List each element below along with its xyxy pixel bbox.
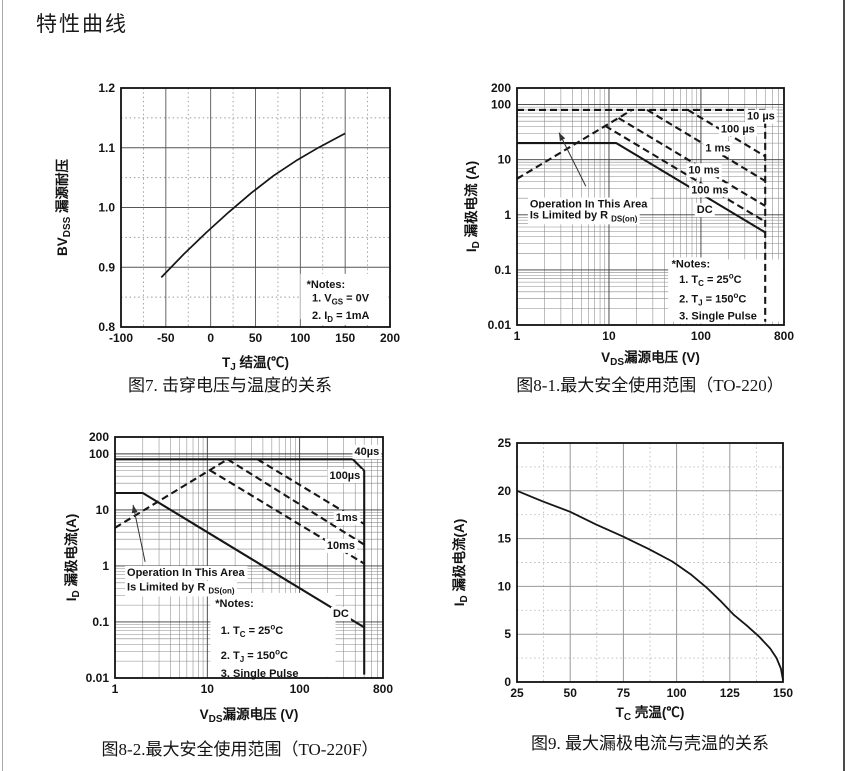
svg-text:Is Limited by R DS(on): Is Limited by R DS(on) <box>530 209 638 223</box>
svg-text:-50: -50 <box>157 331 175 345</box>
svg-text:1. TC = 25oC: 1. TC = 25oC <box>679 272 741 289</box>
svg-text:Operation In This Area: Operation In This Area <box>530 199 648 211</box>
svg-text:TJ 结温(℃): TJ 结温(℃) <box>222 354 289 373</box>
svg-text:*Notes:: *Notes: <box>672 258 711 270</box>
svg-text:-100: -100 <box>109 331 133 345</box>
svg-text:DC: DC <box>697 204 713 216</box>
svg-text:1ms: 1ms <box>336 512 358 524</box>
svg-text:*Notes:: *Notes: <box>215 598 254 610</box>
svg-text:100: 100 <box>491 98 511 112</box>
svg-text:100 ms: 100 ms <box>691 184 728 196</box>
svg-text:1 ms: 1 ms <box>705 142 730 154</box>
page-left-border <box>2 0 3 771</box>
svg-text:100 µs: 100 µs <box>721 123 755 135</box>
fig8-1-caption: 图8-1.最大安全使用范围（TO-220） <box>516 376 784 395</box>
svg-text:Operation In This Area: Operation In This Area <box>127 567 245 579</box>
svg-text:0.01: 0.01 <box>488 318 512 332</box>
svg-text:1: 1 <box>102 559 109 573</box>
svg-text:ID 漏极电流 (A): ID 漏极电流 (A) <box>463 161 482 252</box>
svg-text:100: 100 <box>290 682 310 696</box>
svg-text:40µs: 40µs <box>355 446 380 458</box>
svg-text:VDS漏源电压 (V): VDS漏源电压 (V) <box>200 706 299 725</box>
svg-text:20: 20 <box>498 484 512 498</box>
svg-text:25: 25 <box>498 436 512 450</box>
svg-text:800: 800 <box>373 682 393 696</box>
svg-text:3. Single Pulse: 3. Single Pulse <box>679 311 757 323</box>
svg-text:ID 漏极电流(A): ID 漏极电流(A) <box>451 519 470 607</box>
fig7-caption: 图7. 击穿电压与温度的关系 <box>128 376 332 395</box>
svg-text:0: 0 <box>207 331 214 345</box>
svg-text:150: 150 <box>773 686 793 700</box>
svg-text:TC 壳温(℃): TC 壳温(℃) <box>616 704 685 723</box>
svg-text:1. VGS = 0V: 1. VGS = 0V <box>312 293 370 307</box>
svg-text:100: 100 <box>691 329 711 343</box>
svg-text:10: 10 <box>201 682 215 696</box>
svg-text:1. TC = 25oC: 1. TC = 25oC <box>221 622 283 639</box>
svg-text:3. Single Pulse: 3. Single Pulse <box>221 668 299 680</box>
svg-text:100: 100 <box>667 686 687 700</box>
svg-text:10ms: 10ms <box>327 540 355 552</box>
svg-text:50: 50 <box>564 686 578 700</box>
page-title: 特性曲线 <box>36 12 128 36</box>
svg-text:Is Limited by R DS(on): Is Limited by R DS(on) <box>127 581 235 595</box>
svg-text:5: 5 <box>504 627 511 641</box>
svg-text:ID 漏极电流(A): ID 漏极电流(A) <box>63 514 82 602</box>
svg-text:1.1: 1.1 <box>98 141 115 155</box>
svg-text:200: 200 <box>89 430 109 444</box>
svg-text:150: 150 <box>335 331 355 345</box>
svg-text:*Notes:: *Notes: <box>307 279 346 291</box>
svg-text:DC: DC <box>333 608 349 620</box>
page-right-border <box>843 0 845 771</box>
svg-text:100: 100 <box>89 447 109 461</box>
svg-text:1: 1 <box>504 208 511 222</box>
fig8-2-caption: 图8-2.最大安全使用范围（TO-220F） <box>101 740 379 759</box>
fig9-caption: 图9. 最大漏极电流与壳温的关系 <box>531 734 769 753</box>
svg-text:15: 15 <box>498 532 512 546</box>
svg-text:200: 200 <box>380 331 400 345</box>
svg-text:100µs: 100µs <box>329 470 360 482</box>
svg-text:2. TJ = 150oC: 2. TJ = 150oC <box>679 291 746 308</box>
svg-text:10: 10 <box>96 503 110 517</box>
svg-text:0.01: 0.01 <box>86 671 110 685</box>
svg-text:VDS漏源电压 (V): VDS漏源电压 (V) <box>601 349 700 368</box>
svg-text:10 ms: 10 ms <box>688 164 719 176</box>
svg-text:200: 200 <box>491 81 511 95</box>
fig8-2-soa-to220f-chart: 40µs 100µs 1ms 10ms DC Operation In This Area… <box>63 430 393 725</box>
svg-text:0.1: 0.1 <box>494 263 511 277</box>
svg-text:75: 75 <box>617 686 631 700</box>
svg-text:10: 10 <box>498 153 512 167</box>
svg-text:2. ID = 1mA: 2. ID = 1mA <box>312 310 370 324</box>
fig7-breakdown-voltage-chart: *Notes: 1. VGS = 0V 2. ID = 1mA -100 -50 0 50 1… <box>54 81 400 373</box>
svg-text:1.0: 1.0 <box>98 201 115 215</box>
svg-text:0: 0 <box>504 675 511 689</box>
svg-text:50: 50 <box>249 331 263 345</box>
svg-text:800: 800 <box>774 329 794 343</box>
svg-text:10: 10 <box>602 329 616 343</box>
fig9-current-derating-chart: 25 50 75 100 125 150 0 5 10 15 20 25 TC 壳温(℃) ID 漏极电流… <box>451 436 793 723</box>
svg-text:25: 25 <box>510 686 524 700</box>
svg-text:100: 100 <box>290 331 310 345</box>
svg-text:0.1: 0.1 <box>92 615 109 629</box>
svg-text:1.2: 1.2 <box>98 81 115 95</box>
svg-text:1: 1 <box>112 682 119 696</box>
svg-text:0.9: 0.9 <box>98 260 115 274</box>
svg-text:0.8: 0.8 <box>98 320 115 334</box>
svg-text:2. TJ = 150oC: 2. TJ = 150oC <box>221 647 288 664</box>
svg-text:10 µs: 10 µs <box>747 111 775 123</box>
svg-text:BVDSS 漏源耐压: BVDSS 漏源耐压 <box>54 158 73 256</box>
svg-text:125: 125 <box>720 686 740 700</box>
svg-text:10: 10 <box>498 579 512 593</box>
svg-text:1: 1 <box>514 329 521 343</box>
